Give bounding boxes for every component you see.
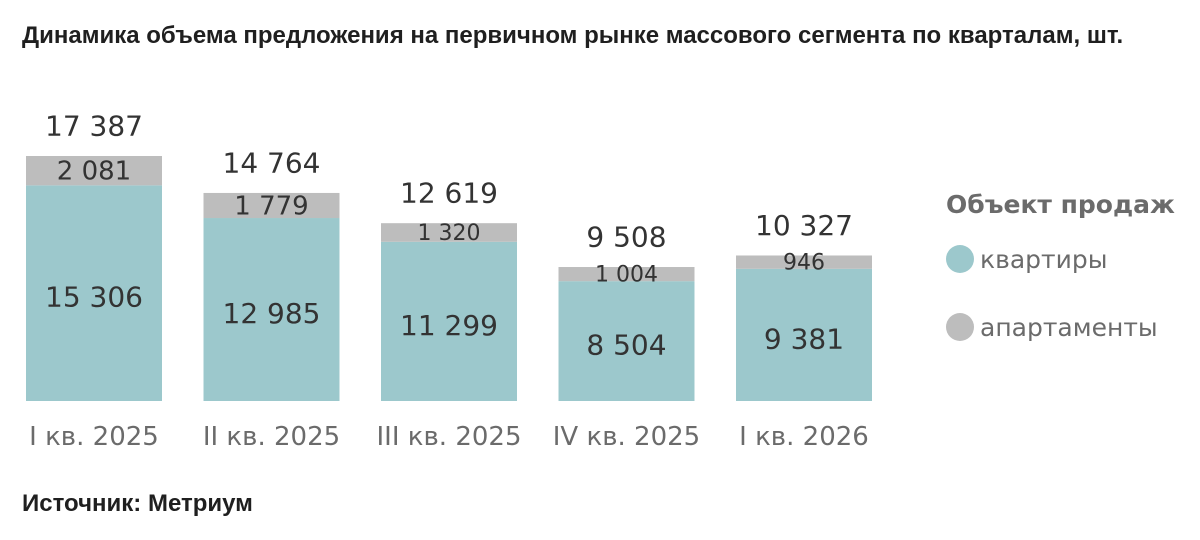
value-label-apartments-2: 1 779	[234, 191, 308, 221]
category-label-4: IV кв. 2025	[553, 422, 700, 452]
total-label-3: 12 619	[400, 177, 498, 210]
legend-swatch-flats	[946, 245, 974, 273]
bar-flats-5	[736, 268, 872, 401]
legend-title: Объект продаж	[946, 190, 1175, 219]
value-label-apartments-4: 1 004	[595, 263, 658, 288]
total-label-2: 14 764	[223, 146, 321, 179]
legend: Объект продаж квартиры апартаменты	[946, 190, 1175, 377]
value-label-flats-1: 15 306	[45, 281, 143, 314]
bar-apartments-3	[381, 223, 517, 242]
total-label-4: 9 508	[586, 221, 666, 254]
total-label-5: 10 327	[755, 209, 853, 242]
value-label-apartments-5: 946	[783, 251, 825, 276]
value-label-flats-2: 12 985	[223, 297, 321, 330]
bar-apartments-2	[203, 192, 340, 219]
bar-flats-4	[558, 281, 695, 401]
bar-flats-2	[203, 218, 340, 401]
bar-apartments-5	[736, 255, 872, 269]
stacked-bar-chart: 15 306 2 081 17 387 I кв. 2025 12 985 1 779 14…	[26, 110, 872, 452]
legend-label-apartments: апартаменты	[980, 312, 1158, 342]
category-label-2: II кв. 2025	[203, 422, 340, 452]
value-label-apartments-3: 1 320	[418, 221, 481, 246]
total-label-1: 17 387	[45, 110, 143, 143]
category-label-3: III кв. 2025	[377, 422, 522, 452]
bar-flats-3	[381, 241, 517, 401]
legend-swatch-apartments	[946, 313, 974, 341]
legend-item-flats: квартиры	[946, 241, 1175, 277]
bar-flats-1	[26, 185, 162, 401]
legend-item-apartments: апартаменты	[946, 309, 1175, 345]
chart-title: Динамика объема предложения на первичном…	[22, 22, 1124, 49]
bar-apartments-1	[26, 156, 162, 186]
value-label-flats-5: 9 381	[764, 322, 844, 355]
bar-apartments-4	[558, 267, 695, 282]
source-note: Источник: Метриум	[22, 490, 253, 517]
category-label-5: I кв. 2026	[739, 422, 869, 452]
value-label-flats-3: 11 299	[400, 309, 498, 342]
value-label-flats-4: 8 504	[586, 329, 666, 362]
value-label-apartments-1: 2 081	[57, 157, 131, 187]
category-label-1: I кв. 2025	[29, 422, 159, 452]
legend-label-flats: квартиры	[980, 244, 1108, 274]
